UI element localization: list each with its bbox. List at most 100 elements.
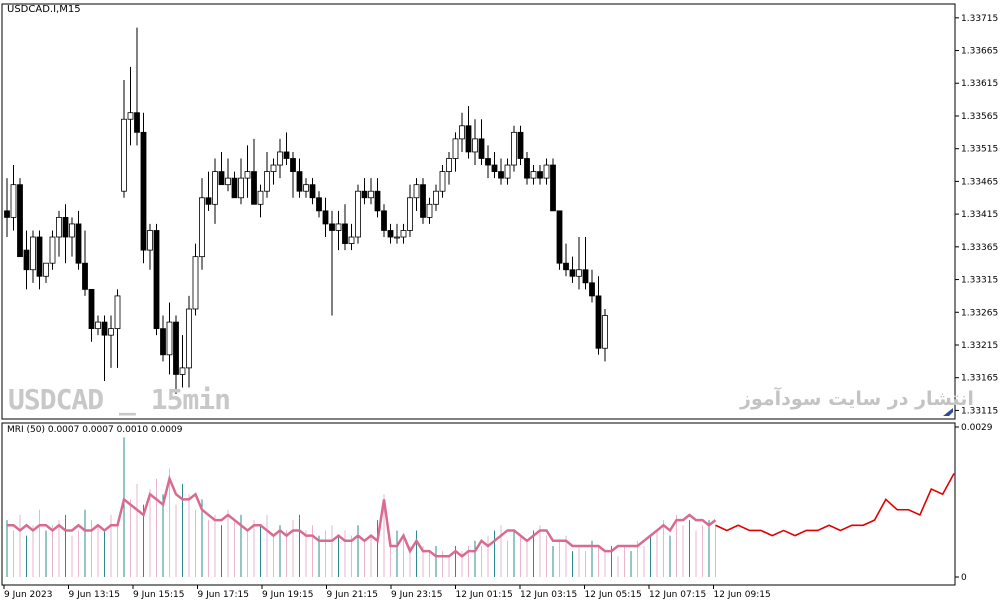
- bull-candle: [212, 171, 218, 205]
- mri-histogram: [6, 437, 716, 577]
- bear-candle: [218, 171, 225, 186]
- bull-candle: [121, 118, 127, 192]
- indicator-label: MRI (50) 0.0007 0.0007 0.0010 0.0009: [7, 425, 183, 435]
- bull-candle: [335, 223, 342, 231]
- symbol-label: USDCAD.I,M15: [7, 4, 81, 15]
- bear-candle: [251, 171, 257, 205]
- bear-candle: [589, 282, 595, 297]
- bear-candle: [101, 321, 108, 336]
- bear-candle: [82, 262, 88, 290]
- bull-candle: [95, 321, 101, 330]
- bear-candle: [569, 269, 576, 277]
- mri-line: [7, 474, 717, 558]
- bull-candle: [264, 171, 270, 192]
- bull-candle: [192, 256, 199, 310]
- price-label: 1.33665: [961, 47, 998, 57]
- bear-candle: [491, 164, 498, 172]
- bull-candle: [530, 171, 537, 179]
- bear-candle: [290, 158, 296, 172]
- bull-candle: [394, 236, 400, 239]
- chart-shift-icon[interactable]: [942, 407, 954, 417]
- price-label: 1.33365: [961, 243, 998, 253]
- time-label: 9 Jun 21:15: [327, 590, 378, 600]
- bear-candle: [556, 210, 563, 264]
- bear-candle: [309, 184, 316, 199]
- bear-candle: [75, 223, 82, 264]
- bull-candle: [439, 171, 446, 192]
- bull-candle: [277, 151, 283, 166]
- candles-group: [4, 27, 608, 395]
- bull-candle: [114, 295, 121, 330]
- bull-candle: [225, 177, 231, 186]
- bear-candle: [283, 151, 290, 159]
- bull-candle: [127, 112, 134, 120]
- bull-candle: [56, 216, 62, 238]
- indicator-axis-label: 0.0029: [961, 423, 993, 433]
- mri-line-group: [7, 473, 955, 558]
- bull-candle: [407, 197, 413, 231]
- price-label: 1.33265: [961, 308, 998, 318]
- price-label: 1.33565: [961, 112, 998, 122]
- bull-candle: [355, 190, 361, 238]
- time-label: 9 Jun 17:15: [198, 590, 249, 600]
- bear-candle: [140, 131, 147, 251]
- bull-candle: [166, 321, 173, 356]
- bull-candle: [303, 184, 309, 192]
- watermark-right: انتشار در سایت سودآموز: [740, 388, 974, 410]
- bull-candle: [257, 190, 264, 205]
- bull-candle: [433, 190, 439, 205]
- time-label: 9 Jun 19:15: [262, 590, 313, 600]
- bull-candle: [179, 367, 186, 375]
- price-label: 1.33165: [961, 374, 998, 384]
- price-label: 1.33715: [961, 14, 998, 24]
- mri-forecast-line: [715, 473, 955, 537]
- bull-candle: [504, 164, 511, 179]
- time-label: 9 Jun 2023: [4, 590, 52, 600]
- bear-candle: [374, 190, 381, 212]
- bull-candle: [348, 236, 355, 244]
- price-label: 1.33115: [961, 406, 998, 416]
- bull-candle: [413, 184, 420, 199]
- price-label: 1.33615: [961, 79, 998, 89]
- bear-candle: [420, 184, 426, 218]
- price-label: 1.33415: [961, 210, 998, 220]
- bull-candle: [244, 171, 251, 179]
- time-label: 12 Jun 05:15: [585, 590, 642, 600]
- bear-candle: [550, 164, 556, 212]
- bull-candle: [576, 269, 582, 277]
- time-label: 12 Jun 03:15: [520, 590, 577, 600]
- bear-candle: [160, 328, 166, 356]
- bear-candle: [537, 171, 543, 179]
- bull-candle: [108, 328, 114, 336]
- bear-candle: [316, 197, 322, 212]
- bear-candle: [517, 131, 524, 159]
- time-label: 12 Jun 09:15: [714, 590, 771, 600]
- price-label: 1.33215: [961, 341, 998, 351]
- bear-candle: [485, 158, 491, 166]
- bear-candle: [381, 210, 387, 231]
- bull-candle: [472, 138, 478, 153]
- price-label: 1.33465: [961, 177, 998, 187]
- bull-candle: [543, 164, 550, 179]
- time-label: 9 Jun 13:15: [69, 590, 120, 600]
- bear-candle: [23, 249, 30, 271]
- time-label: 12 Jun 07:15: [649, 590, 706, 600]
- bull-candle: [426, 203, 433, 218]
- bear-candle: [205, 197, 212, 205]
- bear-candle: [478, 138, 485, 159]
- bear-candle: [17, 184, 23, 258]
- bull-candle: [511, 131, 517, 166]
- bull-candle: [368, 190, 374, 199]
- bear-candle: [582, 269, 589, 284]
- bear-candle: [173, 321, 179, 375]
- bull-candle: [400, 230, 407, 238]
- bear-candle: [387, 230, 394, 238]
- bear-candle: [36, 236, 43, 277]
- bear-candle: [4, 210, 10, 218]
- watermark-left: USDCAD _ 15min: [8, 383, 231, 416]
- indicator-pane: [1, 422, 956, 586]
- bear-candle: [153, 230, 160, 330]
- bull-candle: [446, 158, 452, 172]
- bull-candle: [10, 184, 17, 218]
